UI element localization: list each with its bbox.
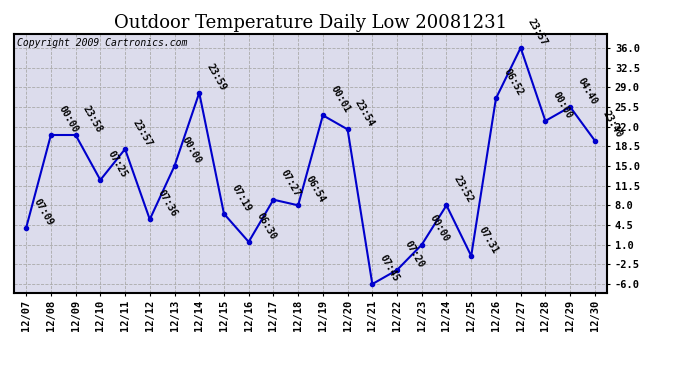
Text: 00:00: 00:00: [57, 104, 80, 134]
Text: 23:52: 23:52: [452, 174, 475, 204]
Text: Copyright 2009 Cartronics.com: Copyright 2009 Cartronics.com: [17, 38, 187, 48]
Text: 23:58: 23:58: [81, 104, 104, 134]
Text: 23:57: 23:57: [130, 118, 154, 148]
Text: 23:40: 23:40: [600, 110, 624, 140]
Text: 23:54: 23:54: [353, 98, 377, 129]
Text: 00:00: 00:00: [180, 135, 204, 165]
Text: 06:52: 06:52: [502, 67, 525, 98]
Text: 07:25: 07:25: [106, 149, 129, 179]
Text: 04:40: 04:40: [575, 76, 599, 106]
Text: 07:45: 07:45: [378, 253, 401, 283]
Text: 07:31: 07:31: [477, 225, 500, 255]
Text: 23:57: 23:57: [526, 16, 549, 47]
Text: 07:36: 07:36: [155, 188, 179, 219]
Text: 00:00: 00:00: [551, 90, 574, 120]
Text: 00:00: 00:00: [427, 213, 451, 244]
Text: 06:54: 06:54: [304, 174, 327, 204]
Text: 23:59: 23:59: [205, 62, 228, 92]
Text: 00:01: 00:01: [328, 84, 352, 114]
Text: 07:27: 07:27: [279, 168, 302, 199]
Text: 07:19: 07:19: [230, 183, 253, 213]
Text: 06:30: 06:30: [254, 211, 277, 241]
Text: 07:09: 07:09: [32, 196, 55, 227]
Title: Outdoor Temperature Daily Low 20081231: Outdoor Temperature Daily Low 20081231: [114, 14, 507, 32]
Text: 07:20: 07:20: [402, 239, 426, 269]
